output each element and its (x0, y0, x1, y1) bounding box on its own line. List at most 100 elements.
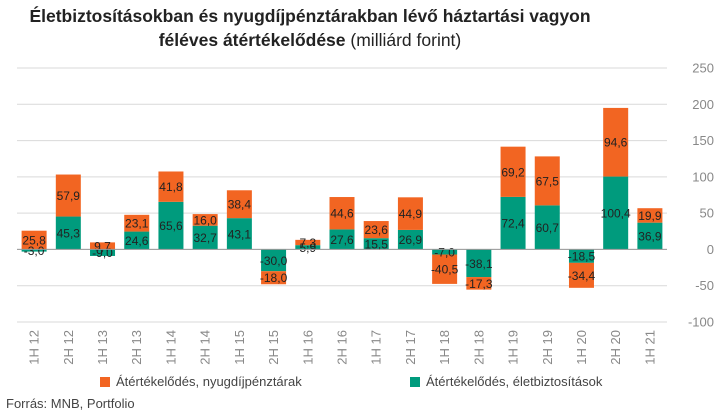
y-tick-label: 100 (692, 169, 714, 184)
legend-swatch-life-insurance (410, 376, 420, 387)
bar-pension (295, 239, 321, 246)
y-tick-label: -100 (688, 315, 714, 330)
legend-label-life-insurance: Átértékelődés, életbiztosítások (426, 374, 603, 389)
legend-label-pension: Átértékelődés, nyugdíjpénztárak (116, 374, 302, 389)
data-label-life-insurance: 27,6 (330, 233, 354, 247)
legend-swatch-pension (100, 376, 110, 387)
bar-pension (466, 277, 492, 290)
bar-pension (534, 156, 560, 206)
bar-pension (158, 171, 184, 202)
data-label-pension: 69,2 (501, 165, 525, 179)
bar-life-insurance (21, 249, 47, 252)
data-label-pension: 19,9 (638, 209, 662, 223)
data-label-life-insurance: -30,0 (260, 254, 288, 268)
x-tick-label: 2H 16 (335, 330, 350, 365)
x-tick-label: 1H 18 (437, 330, 452, 365)
x-tick-label: 1H 21 (642, 330, 657, 365)
x-tick-label: 2H 15 (266, 330, 281, 365)
data-label-life-insurance: 24,6 (125, 234, 149, 248)
data-label-pension: -17,3 (465, 277, 493, 291)
y-tick-label: 150 (692, 133, 714, 148)
bar-pension (21, 230, 47, 250)
data-label-life-insurance: -18,5 (568, 250, 596, 264)
x-tick-label: 2H 19 (540, 330, 555, 365)
data-label-pension: 9,7 (94, 239, 111, 253)
x-tick-label: 1H 16 (300, 330, 315, 365)
data-label-pension: 25,8 (22, 234, 46, 248)
x-tick-label: 1H 19 (506, 330, 521, 365)
data-label-life-insurance: 72,4 (501, 217, 525, 231)
legend-item-pension: Átértékelődés, nyugdíjpénztárak (100, 374, 302, 389)
data-label-life-insurance: 32,7 (193, 231, 217, 245)
data-label-life-insurance: 65,6 (159, 219, 183, 233)
data-label-life-insurance: 100,4 (601, 206, 631, 220)
bar-life-insurance (637, 222, 663, 250)
bar-pension (397, 197, 423, 230)
data-label-life-insurance: 45,3 (57, 226, 81, 240)
x-tick-label: 1H 12 (27, 330, 42, 365)
bar-life-insurance (226, 218, 252, 250)
chart-title-main: Életbiztosításokban és nyugdíjpénztárakb… (29, 6, 591, 50)
bar-pension (500, 146, 526, 197)
y-tick-label: 50 (700, 206, 714, 221)
data-label-pension: 57,9 (57, 189, 81, 203)
bar-life-insurance (192, 225, 218, 250)
y-tick-label: 250 (692, 61, 714, 76)
data-label-pension: -34,4 (568, 269, 596, 283)
x-tick-label: 2H 13 (129, 330, 144, 365)
bar-pension (55, 174, 81, 217)
x-tick-label: 1H 15 (232, 330, 247, 365)
bar-pension (363, 221, 389, 239)
bar-pension (568, 262, 594, 288)
data-label-pension: 67,5 (536, 174, 560, 188)
data-label-pension: 38,4 (228, 198, 252, 212)
data-label-life-insurance: -7,0 (434, 245, 455, 259)
bar-life-insurance (295, 245, 321, 250)
bar-life-insurance (466, 249, 492, 278)
x-tick-label: 1H 13 (95, 330, 110, 365)
bar-pension (603, 107, 629, 177)
data-label-life-insurance: 5,9 (299, 241, 316, 255)
x-tick-label: 1H 17 (369, 330, 384, 365)
source-note: Forrás: MNB, Portfolio (6, 396, 135, 411)
bar-life-insurance (534, 205, 560, 250)
data-label-pension: -18,0 (260, 271, 288, 285)
data-label-life-insurance: 60,7 (536, 221, 560, 235)
bar-life-insurance (261, 249, 287, 272)
y-tick-label: 0 (707, 242, 714, 257)
bar-life-insurance (55, 216, 81, 250)
data-label-pension: 7,3 (299, 236, 316, 250)
bar-pension (192, 214, 218, 226)
x-tick-label: 2H 12 (61, 330, 76, 365)
x-tick-label: 1H 20 (574, 330, 589, 365)
bar-life-insurance (568, 249, 594, 263)
data-label-life-insurance: 26,9 (399, 233, 423, 247)
data-label-pension: -40,5 (431, 263, 459, 277)
data-label-pension: 94,6 (604, 136, 628, 150)
bar-life-insurance (158, 201, 184, 250)
bar-pension (261, 271, 287, 285)
chart-title-unit: (milliárd forint) (350, 30, 462, 50)
bar-life-insurance (124, 231, 150, 250)
bar-pension (432, 254, 458, 284)
x-tick-label: 2H 18 (471, 330, 486, 365)
data-label-life-insurance: -3,0 (24, 244, 45, 258)
bar-life-insurance (603, 176, 629, 250)
bar-pension (329, 197, 355, 230)
data-label-pension: 44,9 (399, 207, 423, 221)
bar-pension (226, 190, 252, 219)
bar-life-insurance (90, 249, 116, 256)
y-tick-label: 200 (692, 97, 714, 112)
legend-item-life-insurance: Átértékelődés, életbiztosítások (410, 374, 602, 389)
bar-life-insurance (329, 229, 355, 250)
data-label-life-insurance: 43,1 (228, 227, 252, 241)
bar-life-insurance (397, 229, 423, 250)
x-tick-label: 2H 14 (198, 330, 213, 365)
data-label-pension: 41,8 (159, 180, 183, 194)
x-tick-label: 2H 17 (403, 330, 418, 365)
data-label-pension: 23,6 (365, 223, 389, 237)
bar-pension (90, 242, 116, 250)
data-label-pension: 16,0 (193, 213, 217, 227)
data-label-pension: 23,1 (125, 217, 149, 231)
